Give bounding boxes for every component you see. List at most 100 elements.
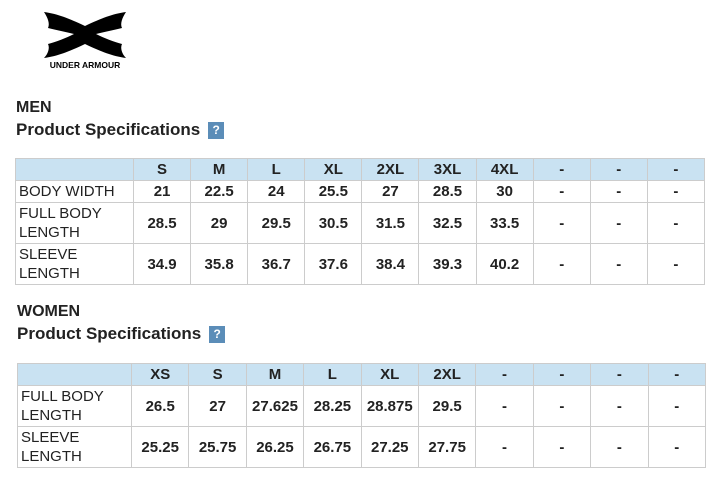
data-cell: - — [589, 180, 648, 203]
data-cell: 28.25 — [303, 385, 362, 427]
data-cell: - — [647, 426, 707, 468]
row-label: FULL BODY LENGTH — [17, 385, 132, 427]
header-cell: - — [646, 158, 706, 181]
data-cell: 33.5 — [475, 202, 534, 244]
data-cell: - — [532, 243, 591, 285]
header-cell: - — [532, 363, 592, 386]
data-cell: 29 — [190, 202, 249, 244]
header-cell: M — [245, 363, 305, 386]
header-cell — [17, 363, 132, 386]
row-label: FULL BODY LENGTH — [15, 202, 134, 244]
data-cell: - — [475, 385, 534, 427]
data-cell: 40.2 — [475, 243, 534, 285]
data-row: BODY WIDTH 21 22.5 24 25.5 27 28.5 30- - - — [15, 180, 706, 203]
help-button[interactable]: ? — [209, 325, 226, 343]
data-cell: - — [532, 385, 592, 427]
section-subtitle: Product Specifications — [17, 324, 202, 343]
header-cell: - — [647, 363, 707, 386]
data-cell: 27.25 — [360, 426, 419, 468]
data-cell: 27.75 — [417, 426, 477, 468]
header-cell — [15, 158, 134, 181]
header-cell: 2XL — [417, 363, 477, 386]
section-heading: WOMEN Product Specifications? — [17, 303, 226, 344]
data-cell: - — [590, 385, 649, 427]
data-cell: - — [532, 426, 592, 468]
data-cell: - — [646, 180, 706, 203]
header-cell: L — [303, 363, 362, 386]
data-row: SLEEVE LENGTH 34.9 35.8 36.7 37.6 38.4 39.3 40.… — [15, 243, 706, 285]
data-cell: 21 — [132, 180, 192, 203]
header-cell: 2XL — [361, 158, 420, 181]
data-cell: - — [475, 426, 534, 468]
row-label: SLEEVE LENGTH — [17, 426, 132, 468]
section-subtitle: Product Specifications — [16, 120, 201, 139]
data-cell: 29.5 — [417, 385, 477, 427]
row-label: BODY WIDTH — [15, 180, 134, 203]
data-cell: - — [646, 243, 706, 285]
data-cell: 27 — [188, 385, 247, 427]
header-cell: M — [190, 158, 249, 181]
header-cell: L — [247, 158, 306, 181]
section-title: WOMEN — [17, 303, 81, 320]
data-cell: 30.5 — [304, 202, 363, 244]
data-cell: 24 — [247, 180, 306, 203]
header-cell: 4XL — [475, 158, 534, 181]
data-cell: - — [589, 243, 648, 285]
section-heading: MEN Product Specifications? — [16, 99, 225, 140]
data-row: FULL BODY LENGTH 28.5 29 29.5 30.5 31.5 32.5 33… — [15, 202, 706, 244]
spec-table: XS S M L XL 2XL - - - - FULL BODY LENGTH 26.5 27 27.6… — [17, 363, 707, 468]
data-cell: 31.5 — [361, 202, 420, 244]
data-cell: 27 — [361, 180, 420, 203]
data-cell: 27.625 — [245, 385, 305, 427]
data-cell: - — [532, 202, 591, 244]
header-row: XS S M L XL 2XL - - - - — [17, 363, 707, 386]
data-cell: - — [647, 385, 707, 427]
data-cell: 35.8 — [190, 243, 249, 285]
data-cell: 26.75 — [303, 426, 362, 468]
header-cell: S — [132, 158, 192, 181]
spec-table: S M L XL 2XL 3XL 4XL - - - BODY WIDTH 21 22.5 24 25.5 2… — [15, 158, 706, 285]
data-cell: 25.75 — [188, 426, 247, 468]
row-label: SLEEVE LENGTH — [15, 243, 134, 285]
header-cell: - — [589, 158, 648, 181]
data-cell: 39.3 — [418, 243, 477, 285]
data-cell: - — [532, 180, 591, 203]
data-row: FULL BODY LENGTH 26.5 27 27.625 28.25 28.875 2… — [17, 385, 707, 427]
data-cell: 32.5 — [418, 202, 477, 244]
header-cell: XL — [360, 363, 419, 386]
header-cell: 3XL — [418, 158, 477, 181]
section-subtitle-row: Product Specifications? — [16, 120, 225, 140]
data-cell: - — [589, 202, 648, 244]
data-cell: 28.5 — [418, 180, 477, 203]
data-cell: 34.9 — [132, 243, 192, 285]
header-row: S M L XL 2XL 3XL 4XL - - - — [15, 158, 706, 181]
header-cell: - — [532, 158, 591, 181]
help-button[interactable]: ? — [208, 121, 225, 139]
data-cell: 26.25 — [245, 426, 305, 468]
data-cell: 28.875 — [360, 385, 419, 427]
logo-mark — [44, 12, 126, 58]
data-cell: - — [590, 426, 649, 468]
data-cell: 25.25 — [130, 426, 190, 468]
header-cell: XS — [130, 363, 190, 386]
section-subtitle-row: Product Specifications? — [17, 324, 226, 344]
data-row: SLEEVE LENGTH 25.25 25.75 26.25 26.75 27.25 27… — [17, 426, 707, 468]
data-cell: 38.4 — [361, 243, 420, 285]
header-cell: XL — [304, 158, 363, 181]
header-cell: - — [475, 363, 534, 386]
logo: UNDER ARMOUR — [44, 12, 126, 70]
data-cell: 37.6 — [304, 243, 363, 285]
header-cell: - — [590, 363, 649, 386]
data-cell: 28.5 — [132, 202, 192, 244]
data-cell: 30 — [475, 180, 534, 203]
logo-text: UNDER ARMOUR — [50, 60, 121, 70]
data-cell: 22.5 — [190, 180, 249, 203]
data-cell: 29.5 — [247, 202, 306, 244]
data-cell: - — [646, 202, 706, 244]
section-title: MEN — [16, 99, 52, 116]
data-cell: 26.5 — [130, 385, 190, 427]
header-cell: S — [188, 363, 247, 386]
data-cell: 36.7 — [247, 243, 306, 285]
data-cell: 25.5 — [304, 180, 363, 203]
